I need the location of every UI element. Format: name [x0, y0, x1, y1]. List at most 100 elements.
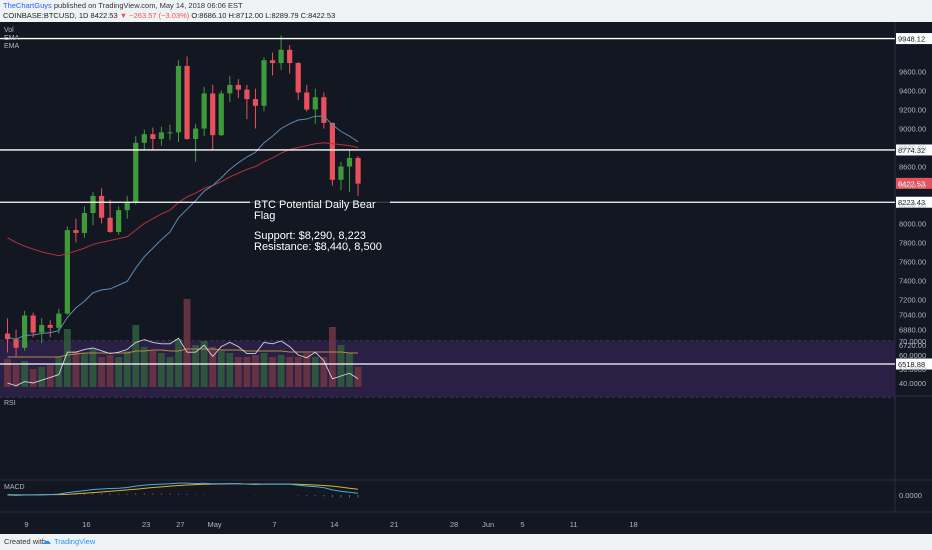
volume-bar [252, 355, 259, 387]
level-label: 8223.43 [898, 198, 925, 207]
candlestick-chart[interactable]: 9948.12 8774.32 8223.43 6518.88 8422.53 6720… [0, 22, 932, 534]
candle-body [124, 202, 130, 211]
candles [4, 35, 361, 357]
candle-body [218, 93, 224, 136]
annotation-resistance: Resistance: $8,440, 8,500 [254, 241, 382, 253]
ema-label-1[interactable]: EMA [4, 35, 20, 42]
volume-bar [329, 327, 336, 387]
tradingview-logo-icon[interactable]: ☁ [42, 536, 51, 546]
ema-slow-line [7, 142, 359, 257]
candle-body [30, 315, 36, 333]
candle-body [13, 339, 19, 348]
volume-bar [12, 365, 20, 387]
price-tick-label: 6720.00 [899, 341, 926, 350]
candle-body [278, 49, 284, 64]
candle-body [150, 134, 156, 139]
price-change: ▼ −263.57 (−3.03%) [119, 11, 190, 20]
footer-created: Created with [4, 537, 47, 546]
candle-body [252, 99, 259, 106]
time-tick-label: 14 [330, 520, 338, 529]
volume-bar [277, 355, 285, 387]
candle-body [133, 142, 139, 203]
volume-bar [175, 339, 182, 387]
price-tick-label: 9000.00 [899, 125, 926, 134]
candle-body [116, 210, 122, 232]
price-tick-label: 8200.00 [899, 200, 926, 209]
price-tick-label: 7040.00 [899, 311, 926, 320]
volume-bar [337, 345, 345, 387]
price-tick-label: 7800.00 [899, 238, 926, 247]
time-tick-label: 5 [520, 520, 524, 529]
volume-bar [106, 355, 114, 387]
price-tick-label: 6880.00 [899, 326, 926, 335]
price-axis: 6720.00 6880.00 7040.00 7200.00 7400.00 7600.… [899, 68, 926, 500]
price-tick-label: 8000.00 [899, 219, 926, 228]
level-lines: 9948.12 8774.32 8223.43 6518.88 8422.53 [0, 33, 932, 370]
volume-bar [303, 353, 311, 387]
ohlc-values: O:8686.10 H:8712.00 L:8289.79 C:8422.53 [191, 11, 336, 20]
time-tick-label: 11 [570, 520, 578, 529]
rsi-label[interactable]: RSI [4, 400, 16, 407]
volume-bar [21, 361, 28, 387]
candle-body [295, 63, 301, 93]
last-price-label: 8422.53 [898, 179, 925, 188]
volume-bar [115, 357, 123, 387]
price-tick-label: 8600.00 [899, 163, 926, 172]
volume-bar [63, 329, 71, 387]
rsi-tick-label: 60.0000 [899, 351, 926, 360]
candle-body [312, 97, 318, 110]
volume-bar [132, 325, 140, 387]
candle-body [346, 157, 353, 167]
annotation-support: Support: $8,290, 8,223 [254, 230, 366, 242]
rsi-tick-label: 70.0000 [899, 337, 926, 346]
rsi-tick-label: 40.0000 [899, 379, 926, 388]
ema-label-2[interactable]: EMA [4, 43, 20, 50]
time-axis: 9 16 23 27 May 7 14 21 28 Jun 5 11 18 [24, 520, 637, 529]
volume-bar [320, 357, 328, 387]
volume-bar [286, 357, 294, 387]
annotation-title: BTC Potential Daily Bear Flag [254, 199, 376, 222]
volume-bar [46, 365, 54, 387]
candle-body [329, 122, 335, 180]
footer: Created with ☁ TradingView [0, 534, 932, 550]
volume-bar [4, 359, 11, 387]
macd-signal-line [7, 483, 359, 496]
volume-bar [269, 357, 276, 387]
candle-body [4, 333, 11, 340]
candle-body [22, 315, 28, 348]
candle-body [39, 324, 45, 333]
annotation-box[interactable]: BTC Potential Daily Bear Flag Support: $… [250, 196, 390, 253]
volume-bar [234, 357, 242, 387]
volume-bar [346, 353, 353, 387]
price-tick-label: 7200.00 [899, 295, 926, 304]
candle-body [304, 92, 310, 110]
candle-body [210, 93, 216, 136]
volume-bar [183, 299, 191, 387]
volume-bar [226, 353, 234, 387]
candle-body [287, 49, 293, 64]
indicator-lines [7, 115, 359, 498]
author-link[interactable]: TheChartGuys [3, 1, 52, 10]
level-tag [896, 196, 932, 208]
macd-label[interactable]: MACD [4, 484, 25, 491]
time-tick-label: 23 [142, 520, 150, 529]
ema-fast-line [7, 115, 359, 340]
volume-bar [294, 357, 302, 387]
plot-background [0, 22, 895, 512]
macd-tick-label: 0.0000 [899, 491, 922, 500]
candle-body [167, 132, 173, 134]
candle-body [193, 128, 199, 139]
footer-brand[interactable]: TradingView [54, 537, 96, 546]
volume-bar [166, 357, 174, 387]
time-tick-label: 9 [24, 520, 28, 529]
candle-body [56, 313, 62, 328]
price-tick-label: 7600.00 [899, 257, 926, 266]
candle-body [321, 97, 327, 123]
volume-bar [55, 357, 63, 387]
volume-bar [81, 353, 88, 387]
candle-body [261, 60, 267, 106]
volume-bar [260, 353, 268, 387]
volume-bar [140, 347, 148, 387]
grid [0, 22, 932, 513]
vol-label[interactable]: Vol [4, 27, 14, 34]
